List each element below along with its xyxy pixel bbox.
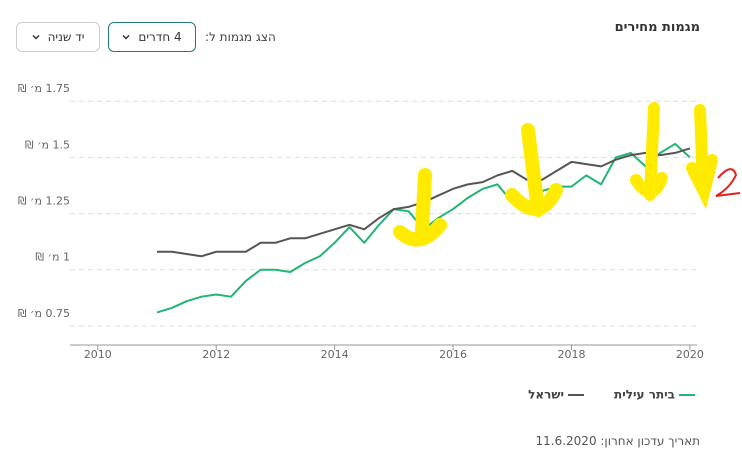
section-title: מגמות מחירים [614, 20, 700, 35]
y-tick-label: 0.75 מ׳ ₪ [18, 307, 70, 320]
annotations [393, 102, 741, 247]
filter-label: הצג מגמות ל: [205, 30, 276, 44]
last-updated: תאריך עדכון אחרון: 11.6.2020 [535, 434, 701, 448]
type-dropdown[interactable]: יד שניה [16, 22, 100, 52]
x-tick-label: 2018 [557, 348, 585, 361]
yellow-arrow [505, 123, 563, 217]
x-tick-label: 2014 [321, 348, 349, 361]
x-tick-label: 2020 [676, 348, 704, 361]
yellow-arrow [630, 102, 668, 201]
y-tick-label: 1.75 מ׳ ₪ [18, 82, 70, 95]
x-tick-label: 2010 [84, 348, 112, 361]
yellow-arrow [686, 104, 718, 210]
y-tick-label: 1 מ׳ ₪ [35, 251, 70, 264]
dropdown-text: 4 חדרים [138, 30, 182, 44]
x-tick-label: 2016 [439, 348, 467, 361]
y-tick-label: 1.25 מ׳ ₪ [18, 195, 70, 208]
legend-label[interactable]: ישראל [528, 388, 564, 402]
x-tick-label: 2012 [202, 348, 230, 361]
chevron [32, 34, 40, 40]
rooms-dropdown[interactable]: 4 חדרים [108, 22, 196, 52]
y-tick-label: 1.5 מ׳ ₪ [25, 138, 70, 151]
legend-label[interactable]: ביתר עילית [614, 388, 675, 402]
chevron [122, 34, 130, 40]
red-mark [715, 168, 741, 197]
dropdown-text: יד שניה [47, 30, 85, 44]
yellow-arrow [393, 168, 447, 247]
